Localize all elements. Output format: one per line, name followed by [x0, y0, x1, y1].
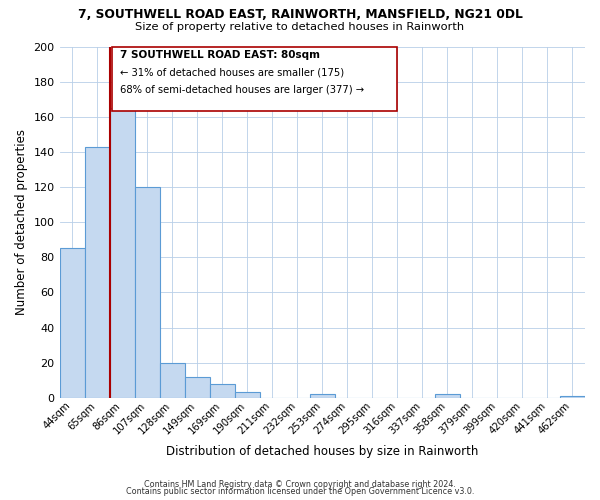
Text: Contains public sector information licensed under the Open Government Licence v3: Contains public sector information licen… — [126, 487, 474, 496]
Bar — [185, 376, 209, 398]
Text: ← 31% of detached houses are smaller (175): ← 31% of detached houses are smaller (17… — [119, 68, 344, 78]
Bar — [110, 108, 134, 398]
Bar — [435, 394, 460, 398]
Text: 68% of semi-detached houses are larger (377) →: 68% of semi-detached houses are larger (… — [119, 85, 364, 95]
Bar — [560, 396, 585, 398]
Y-axis label: Number of detached properties: Number of detached properties — [15, 129, 28, 315]
Bar — [310, 394, 335, 398]
Text: Contains HM Land Registry data © Crown copyright and database right 2024.: Contains HM Land Registry data © Crown c… — [144, 480, 456, 489]
Bar — [85, 146, 110, 398]
FancyBboxPatch shape — [112, 46, 397, 112]
Bar — [134, 187, 160, 398]
Text: Size of property relative to detached houses in Rainworth: Size of property relative to detached ho… — [136, 22, 464, 32]
Bar — [160, 362, 185, 398]
Bar — [59, 248, 85, 398]
Bar — [235, 392, 260, 398]
Bar — [209, 384, 235, 398]
Text: 7, SOUTHWELL ROAD EAST, RAINWORTH, MANSFIELD, NG21 0DL: 7, SOUTHWELL ROAD EAST, RAINWORTH, MANSF… — [77, 8, 523, 20]
X-axis label: Distribution of detached houses by size in Rainworth: Distribution of detached houses by size … — [166, 444, 478, 458]
Text: 7 SOUTHWELL ROAD EAST: 80sqm: 7 SOUTHWELL ROAD EAST: 80sqm — [119, 50, 320, 60]
